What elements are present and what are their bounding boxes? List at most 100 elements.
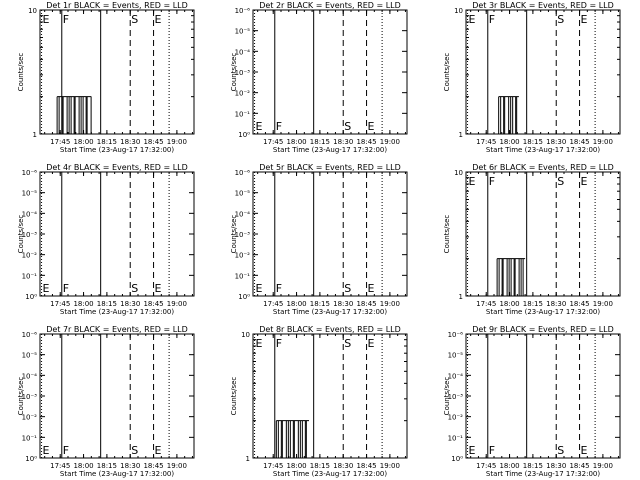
time-marker-label: E bbox=[256, 120, 263, 133]
y-tick-label: 10⁻⁶ bbox=[22, 331, 38, 339]
time-marker-label: S bbox=[131, 13, 138, 26]
x-tick-label: 18:00 bbox=[286, 138, 306, 146]
time-marker-label: F bbox=[63, 13, 69, 26]
x-axis-label: Start Time (23-Aug-17 17:32:00) bbox=[273, 470, 387, 478]
x-tick-label: 18:00 bbox=[499, 300, 519, 308]
time-marker-label: E bbox=[469, 13, 476, 26]
x-tick-label: 19:00 bbox=[380, 462, 400, 470]
y-tick-label: 10⁻⁶ bbox=[448, 331, 464, 339]
panel-title: Det 1r BLACK = Events, RED = LLD bbox=[46, 1, 188, 10]
x-tick-label: 18:45 bbox=[143, 462, 163, 470]
y-tick-label: 10⁻⁴ bbox=[235, 210, 251, 218]
y-tick-label: 10⁻¹ bbox=[22, 434, 38, 442]
time-marker-label: S bbox=[131, 282, 138, 295]
time-marker-label: S bbox=[557, 444, 564, 457]
x-tick-label: 18:15 bbox=[523, 300, 543, 308]
x-tick-label: 18:45 bbox=[569, 462, 589, 470]
time-marker-label: E bbox=[469, 175, 476, 188]
x-tick-label: 18:30 bbox=[333, 138, 353, 146]
time-marker-label: E bbox=[581, 444, 588, 457]
panel-title: Det 7r BLACK = Events, RED = LLD bbox=[46, 325, 188, 334]
x-tick-label: 18:15 bbox=[523, 138, 543, 146]
x-tick-label: 18:00 bbox=[286, 300, 306, 308]
x-tick-label: 19:00 bbox=[380, 300, 400, 308]
time-marker-label: S bbox=[557, 175, 564, 188]
x-axis-label: Start Time (23-Aug-17 17:32:00) bbox=[60, 308, 174, 316]
y-tick-label: 10⁻² bbox=[22, 414, 38, 422]
time-marker-label: S bbox=[344, 282, 351, 295]
time-marker-label: E bbox=[43, 444, 50, 457]
x-tick-label: 18:45 bbox=[143, 138, 163, 146]
time-marker-label: E bbox=[581, 175, 588, 188]
y-axis-label: Counts/sec bbox=[443, 53, 451, 92]
time-marker-label: F bbox=[276, 120, 282, 133]
panel-title: Det 3r BLACK = Events, RED = LLD bbox=[472, 1, 614, 10]
y-tick-label: 10⁻⁴ bbox=[22, 210, 38, 218]
time-marker-label: E bbox=[368, 120, 375, 133]
y-tick-label: 10⁻¹ bbox=[235, 272, 251, 280]
time-marker-label: E bbox=[469, 444, 476, 457]
plot-frame bbox=[252, 333, 408, 459]
plot-frame bbox=[465, 171, 621, 297]
time-marker-label: E bbox=[581, 13, 588, 26]
x-tick-label: 18:30 bbox=[120, 138, 140, 146]
y-tick-label: 10⁻¹ bbox=[448, 434, 464, 442]
x-tick-label: 17:45 bbox=[263, 138, 283, 146]
x-tick-label: 17:45 bbox=[476, 138, 496, 146]
time-marker-label: E bbox=[368, 337, 375, 350]
x-tick-label: 18:15 bbox=[97, 300, 117, 308]
plot-frame bbox=[39, 171, 195, 297]
time-marker-label: E bbox=[256, 282, 263, 295]
x-axis-label: Start Time (23-Aug-17 17:32:00) bbox=[273, 308, 387, 316]
time-marker-label: E bbox=[256, 337, 263, 350]
x-tick-label: 19:00 bbox=[593, 462, 613, 470]
time-marker-label: F bbox=[489, 13, 495, 26]
time-marker-label: E bbox=[43, 13, 50, 26]
x-tick-label: 18:00 bbox=[73, 300, 93, 308]
y-axis-label: Counts/sec bbox=[443, 215, 451, 254]
time-marker-label: E bbox=[368, 282, 375, 295]
plot-frame bbox=[39, 9, 195, 135]
y-tick-label: 10⁻¹ bbox=[235, 110, 251, 118]
x-tick-label: 18:30 bbox=[546, 300, 566, 308]
y-tick-label: 10⁻⁵ bbox=[235, 28, 251, 36]
x-tick-label: 17:45 bbox=[476, 462, 496, 470]
time-marker-label: S bbox=[557, 13, 564, 26]
time-marker-label: F bbox=[276, 337, 282, 350]
x-tick-label: 17:45 bbox=[263, 300, 283, 308]
x-tick-label: 19:00 bbox=[167, 462, 187, 470]
y-tick-label: 10⁻⁴ bbox=[448, 372, 464, 380]
time-marker-label: F bbox=[489, 175, 495, 188]
x-axis-label: Start Time (23-Aug-17 17:32:00) bbox=[486, 308, 600, 316]
x-axis-label: Start Time (23-Aug-17 17:32:00) bbox=[60, 470, 174, 478]
y-tick-label: 10⁰ bbox=[25, 455, 37, 463]
y-axis-label: Counts/sec bbox=[230, 215, 238, 254]
time-marker-label: E bbox=[43, 282, 50, 295]
x-tick-label: 18:30 bbox=[120, 462, 140, 470]
x-tick-label: 18:15 bbox=[310, 300, 330, 308]
x-tick-label: 19:00 bbox=[167, 138, 187, 146]
time-marker-label: S bbox=[344, 337, 351, 350]
y-tick-label: 10 bbox=[241, 331, 250, 339]
time-marker-label: S bbox=[131, 444, 138, 457]
x-tick-label: 18:00 bbox=[286, 462, 306, 470]
y-tick-label: 10 bbox=[454, 169, 463, 177]
y-tick-label: 10⁰ bbox=[238, 293, 250, 301]
time-marker-label: E bbox=[155, 444, 162, 457]
y-axis-label: Counts/sec bbox=[443, 377, 451, 416]
detector-panel: Det 3r BLACK = Events, RED = LLD 17:45 18:… bbox=[443, 1, 621, 154]
y-tick-label: 10⁻⁶ bbox=[22, 169, 38, 177]
y-tick-label: 10⁻⁵ bbox=[235, 190, 251, 198]
x-tick-label: 18:00 bbox=[73, 462, 93, 470]
y-tick-label: 1 bbox=[33, 131, 37, 139]
y-tick-label: 10⁻³ bbox=[22, 393, 38, 401]
x-tick-label: 18:15 bbox=[310, 138, 330, 146]
y-tick-label: 10⁻⁴ bbox=[22, 372, 38, 380]
x-tick-label: 18:45 bbox=[356, 300, 376, 308]
panel-title: Det 2r BLACK = Events, RED = LLD bbox=[259, 1, 401, 10]
time-marker-label: S bbox=[344, 120, 351, 133]
